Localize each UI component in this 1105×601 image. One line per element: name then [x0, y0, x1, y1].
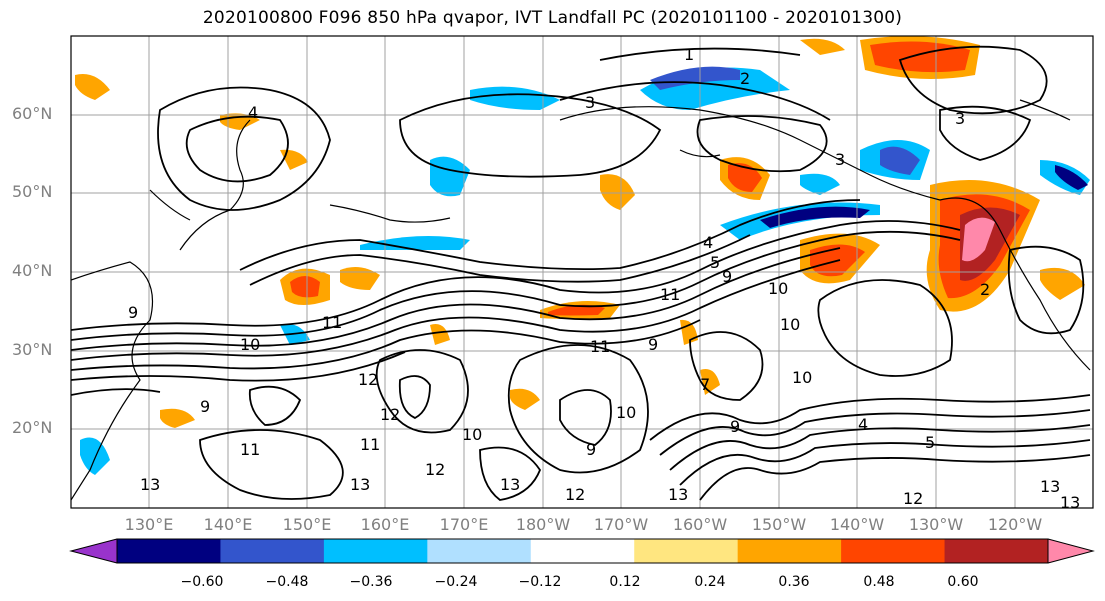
- colorbar-tick-label: −0.36: [349, 574, 393, 590]
- colorbar-segment: [323, 539, 428, 563]
- contour-label: 2: [740, 69, 750, 88]
- colorbar-arrow-right: [1048, 539, 1093, 563]
- colorbar-tick-label: 0.12: [609, 574, 641, 590]
- contour-label: 9: [722, 267, 732, 286]
- colorbar-segment: [427, 539, 532, 563]
- lon-label: 180°W: [515, 515, 571, 534]
- colorbar-segment: [220, 539, 325, 563]
- colorbar-tick-label: −0.48: [265, 574, 309, 590]
- contour-label: 10: [768, 279, 788, 298]
- map-title: 2020100800 F096 850 hPa qvapor, IVT Land…: [202, 8, 903, 28]
- colorbar-tick-label: −0.12: [518, 574, 562, 590]
- contour-label: 3: [585, 93, 595, 112]
- colorbar-arrow-left: [71, 539, 117, 563]
- colorbar-tick-label: −0.60: [180, 574, 224, 590]
- colorbar-tick-label: −0.24: [434, 574, 478, 590]
- contour-label: 9: [730, 417, 740, 436]
- colorbar-segment: [841, 539, 946, 563]
- contour-label: 11: [322, 313, 342, 332]
- coastlines: [71, 99, 1091, 501]
- lat-label: 20°N: [12, 418, 53, 437]
- contour-label: 13: [1040, 477, 1060, 496]
- colorbar-tick-label: 0.48: [863, 574, 895, 590]
- contour-label: 12: [565, 485, 585, 504]
- colorbar-segment: [530, 539, 635, 563]
- contour-label: 10: [462, 425, 482, 444]
- colorbar: [69, 538, 1095, 564]
- contour-label: 10: [240, 335, 260, 354]
- contour-label: 3: [955, 109, 965, 128]
- contour-label: 11: [240, 440, 260, 459]
- contour-label: 5: [925, 433, 935, 452]
- lon-label: 130°E: [124, 515, 174, 534]
- map-plot-area: 1 2 3 4 3 3 4 5 9 10 11 10 11 12 12 13 1…: [71, 36, 1093, 512]
- ivt-contours: [71, 45, 1091, 501]
- colorbar-segment: [944, 539, 1049, 563]
- colorbar-segment: [117, 539, 221, 563]
- lon-label: 170°W: [593, 515, 649, 534]
- contour-label: 13: [350, 475, 370, 494]
- contour-label: 13: [1060, 493, 1080, 512]
- contour-label: 10: [792, 368, 812, 387]
- lon-label: 120°W: [987, 515, 1043, 534]
- contour-label: 12: [425, 460, 445, 479]
- lat-label: 50°N: [12, 182, 53, 201]
- colorbar-tick-label: 0.60: [947, 574, 979, 590]
- contour-label: 10: [780, 315, 800, 334]
- plot-frame: [70, 35, 1094, 509]
- contour-label: 12: [903, 489, 923, 508]
- contour-labels: 1 2 3 4 3 3 4 5 9 10 11 10 11 12 12 13 1…: [128, 45, 1080, 512]
- contour-label: 12: [358, 370, 378, 389]
- contour-label: 4: [248, 103, 258, 122]
- contour-label: 3: [835, 150, 845, 169]
- lon-label: 140°E: [203, 515, 253, 534]
- lon-label: 170°E: [439, 515, 489, 534]
- contour-label: 11: [590, 337, 610, 356]
- contour-label: 13: [500, 475, 520, 494]
- contour-label: 9: [648, 335, 658, 354]
- contour-label: 11: [360, 435, 380, 454]
- contour-label: 2: [980, 280, 990, 299]
- contour-label: 4: [858, 415, 868, 434]
- contour-label: 7: [700, 375, 710, 394]
- colorbar-tick-label: 0.24: [694, 574, 726, 590]
- lat-label: 60°N: [12, 104, 53, 123]
- contour-label: 1: [684, 45, 694, 64]
- lon-label: 160°W: [672, 515, 728, 534]
- colorbar-segment: [737, 539, 842, 563]
- contour-label: 13: [140, 475, 160, 494]
- lon-label: 140°W: [829, 515, 885, 534]
- contour-label: 10: [616, 403, 636, 422]
- colorbar-tick-label: 0.36: [778, 574, 810, 590]
- contour-label: 9: [128, 303, 138, 322]
- contour-label: 9: [200, 397, 210, 416]
- colorbar-segment: [634, 539, 739, 563]
- lon-label: 130°W: [908, 515, 964, 534]
- lat-label: 40°N: [12, 261, 53, 280]
- contour-label: 13: [668, 485, 688, 504]
- contour-label: 5: [710, 253, 720, 272]
- contour-label: 11: [660, 285, 680, 304]
- lon-label: 150°E: [282, 515, 332, 534]
- contour-label: 12: [380, 405, 400, 424]
- contour-label: 9: [586, 440, 596, 459]
- lon-label: 150°W: [751, 515, 807, 534]
- lat-label: 30°N: [12, 340, 53, 359]
- contour-label: 4: [703, 233, 713, 252]
- lon-label: 160°E: [360, 515, 410, 534]
